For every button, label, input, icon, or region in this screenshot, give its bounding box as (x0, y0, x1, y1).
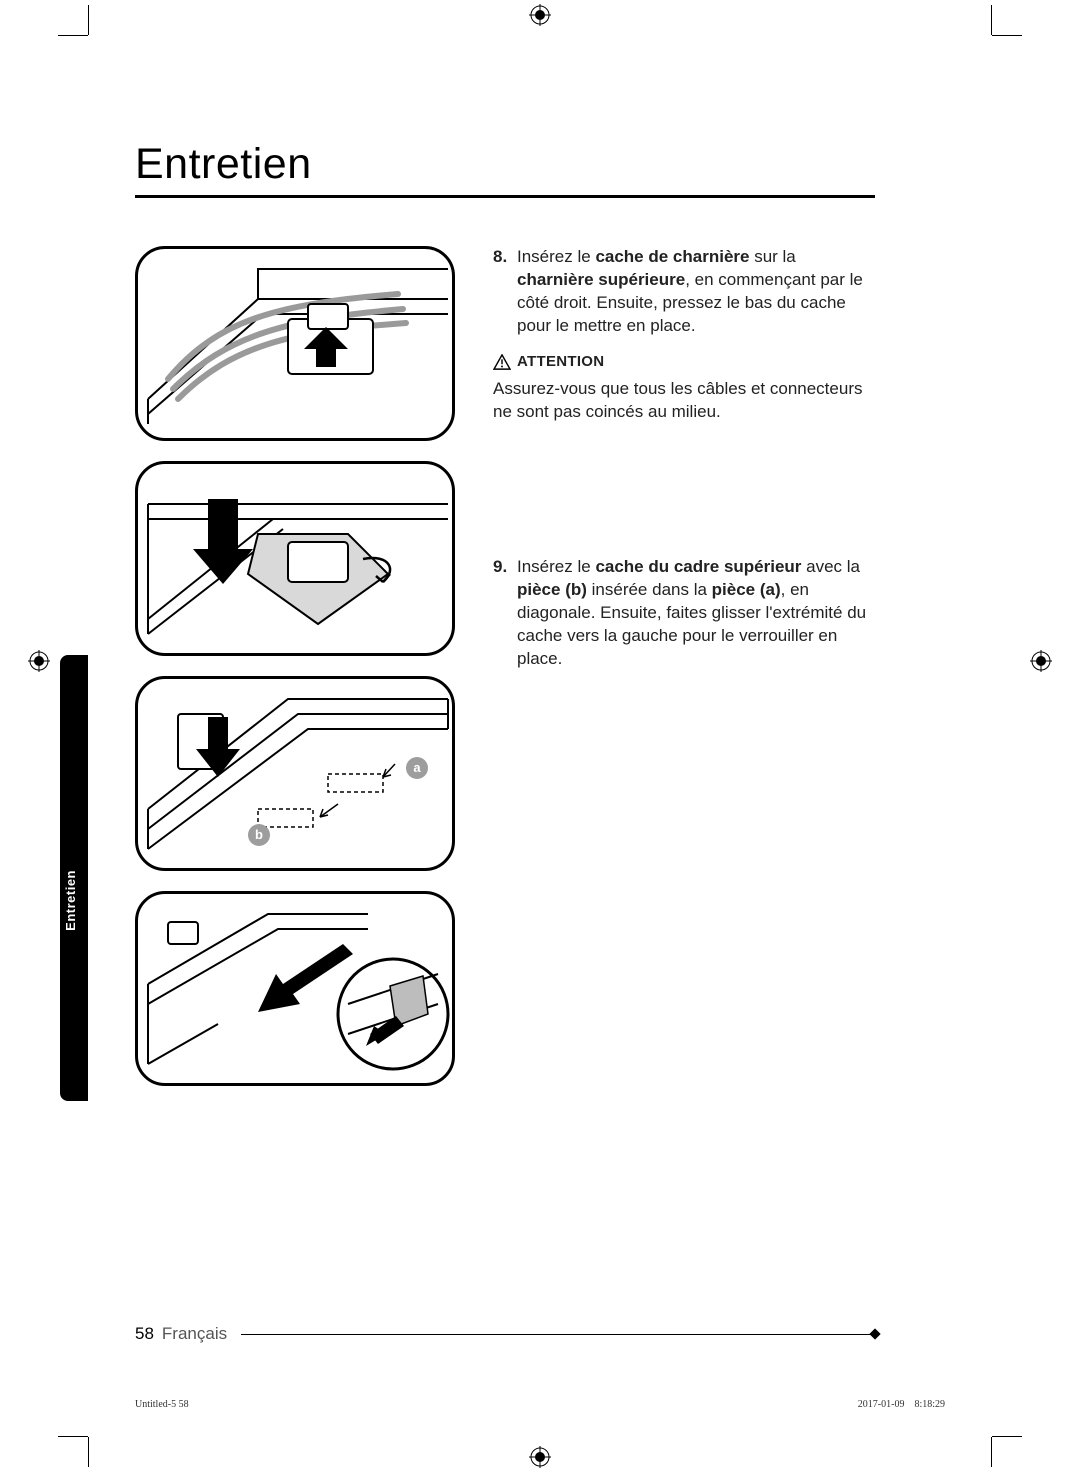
print-meta-right: 2017-01-09 8:18:29 (858, 1399, 945, 1410)
text-column: 8. Insérez le cache de charnière sur la … (493, 246, 875, 1086)
step-number: 8. (493, 246, 517, 338)
page-language: Français (162, 1324, 227, 1344)
manual-page: Entretien Entretien (0, 0, 1080, 1472)
warning-icon (493, 354, 511, 370)
page-number: 58 (135, 1324, 154, 1344)
step-8-block: 8. Insérez le cache de charnière sur la … (493, 246, 875, 424)
step-8: 8. Insérez le cache de charnière sur la … (493, 246, 875, 338)
registration-mark-icon (529, 4, 551, 26)
registration-mark-icon (28, 650, 50, 672)
title-rule (135, 195, 875, 198)
registration-mark-icon (529, 1446, 551, 1468)
footer-rule (241, 1334, 875, 1335)
crop-mark (88, 1437, 89, 1467)
attention-label: ATTENTION (517, 352, 604, 372)
figure-slide-lock (135, 891, 455, 1086)
crop-mark (991, 1437, 992, 1467)
page-title: Entretien (135, 140, 875, 189)
crop-mark (88, 5, 89, 35)
figures-column: a b (135, 246, 455, 1086)
page-footer: 58 Français (135, 1324, 875, 1344)
section-tab-label: Entretien (63, 870, 85, 931)
callout-b: b (248, 824, 270, 846)
step-text: Insérez le cache de charnière sur la cha… (517, 246, 875, 338)
figure-hinge-cables (135, 246, 455, 441)
step-number: 9. (493, 556, 517, 671)
crop-mark (992, 35, 1022, 36)
crop-mark (58, 35, 88, 36)
step-text: Insérez le cache du cadre supérieur avec… (517, 556, 875, 671)
figure-top-frame-cover: a b (135, 676, 455, 871)
step-9: 9. Insérez le cache du cadre supérieur a… (493, 556, 875, 671)
crop-mark (58, 1436, 88, 1437)
attention-text: Assurez-vous que tous les câbles et conn… (493, 378, 875, 424)
crop-mark (992, 1436, 1022, 1437)
crop-mark (991, 5, 992, 35)
print-meta-left: Untitled-5 58 (135, 1399, 189, 1410)
registration-mark-icon (1030, 650, 1052, 672)
step-9-block: 9. Insérez le cache du cadre supérieur a… (493, 556, 875, 671)
attention-heading: ATTENTION (493, 352, 875, 372)
callout-a: a (406, 757, 428, 779)
figure-hinge-cover-insert (135, 461, 455, 656)
content-area: Entretien (135, 140, 875, 1086)
